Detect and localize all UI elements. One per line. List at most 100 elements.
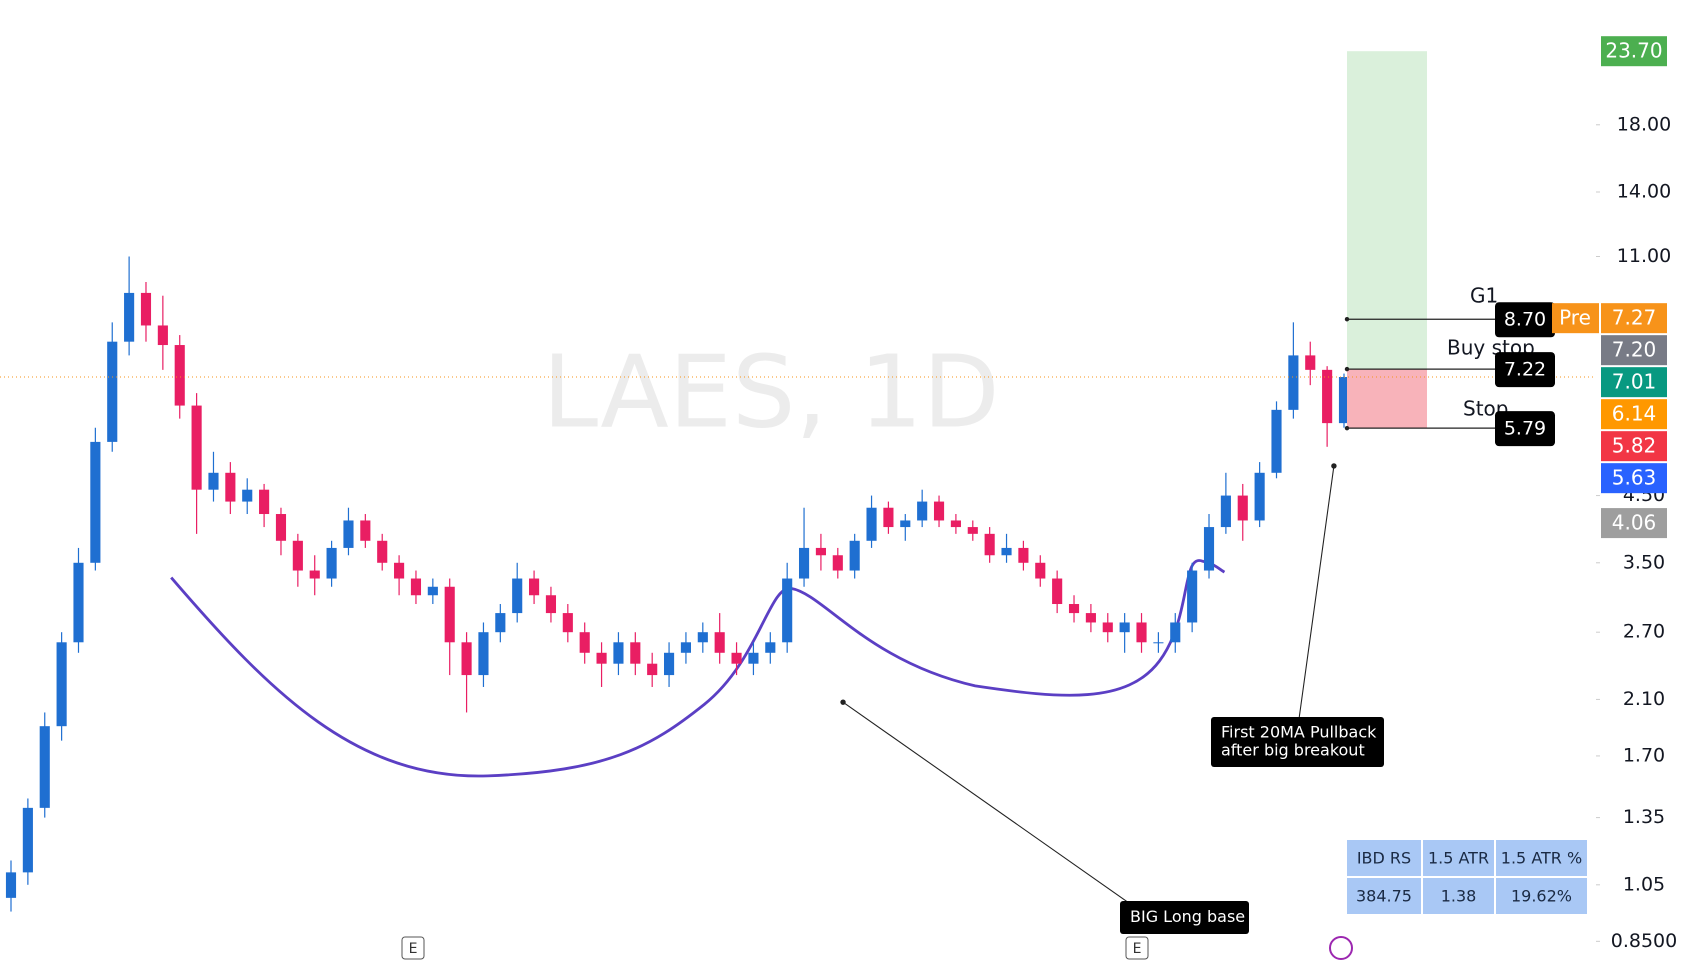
y-tick-label: 1.35 — [1623, 806, 1665, 828]
candle-body — [1119, 622, 1130, 633]
candle-body — [107, 341, 118, 442]
price-badge-label: 23.70 — [1605, 39, 1662, 63]
y-tick-label: 1.05 — [1623, 873, 1665, 895]
level-dot — [1344, 366, 1350, 372]
candle-body — [22, 807, 33, 873]
candle-body — [1203, 527, 1215, 571]
pre-badge — [1552, 303, 1599, 334]
candle-body — [259, 489, 270, 515]
y-tick-label: 2.70 — [1623, 621, 1665, 643]
y-tick-label: 18.00 — [1617, 113, 1671, 135]
candle-body — [545, 595, 557, 614]
candle-body — [849, 540, 860, 571]
candle-body — [1271, 409, 1282, 473]
annotation-text: after big breakout — [1221, 741, 1365, 760]
candle-body — [900, 520, 911, 528]
table-value: 1.38 — [1441, 887, 1477, 906]
candle-body — [124, 292, 135, 342]
candle-body — [360, 520, 371, 541]
candle-body — [140, 292, 152, 326]
candle-body — [242, 489, 253, 502]
candle-body — [1153, 642, 1164, 644]
candle-body — [478, 632, 489, 676]
alert-icon — [1329, 936, 1353, 960]
table-cell — [1423, 878, 1494, 914]
candle-body — [1068, 604, 1080, 614]
table-cell — [1496, 878, 1587, 914]
table-cell — [1347, 840, 1421, 876]
candle-body — [967, 527, 978, 534]
candle-body — [410, 578, 422, 596]
candle-body — [1254, 472, 1265, 521]
y-tick-label: 1.70 — [1623, 744, 1665, 766]
candle-body — [326, 547, 337, 579]
level-box — [1495, 302, 1555, 338]
candle-body — [1220, 495, 1231, 528]
candle-body — [950, 520, 961, 528]
price-badge — [1601, 367, 1667, 398]
candle-body — [815, 547, 826, 556]
candle-body — [680, 642, 691, 653]
candle-body — [1170, 622, 1181, 643]
candle-body — [883, 507, 894, 528]
price-badge-label: 7.20 — [1612, 338, 1657, 362]
candle-body — [596, 652, 607, 664]
level-box — [1495, 352, 1555, 388]
candle-body — [56, 642, 67, 727]
candle-body — [39, 726, 50, 808]
candle-body — [613, 642, 624, 664]
table-header: 1.5 ATR % — [1501, 849, 1582, 868]
target-zone — [1347, 51, 1427, 370]
annotation-leaders — [840, 463, 1337, 902]
candle-body — [292, 540, 303, 571]
candle-body — [782, 578, 793, 643]
candle-body — [1338, 377, 1350, 424]
level-value: 5.79 — [1504, 418, 1546, 440]
candle-body — [73, 562, 84, 643]
candle-body — [275, 514, 287, 541]
candle-body — [630, 642, 641, 664]
price-badge-label: 7.01 — [1612, 370, 1657, 394]
candle-body — [5, 872, 17, 898]
candle-body — [225, 472, 236, 502]
price-badge — [1601, 508, 1667, 539]
earnings-label: E — [409, 941, 418, 957]
candle-body — [191, 405, 202, 490]
price-badge — [1601, 463, 1667, 494]
stop-zone — [1347, 369, 1427, 429]
candle-body — [1018, 547, 1029, 563]
level-value: 8.70 — [1504, 309, 1546, 331]
candle-body — [866, 507, 877, 541]
price-badge-label: 5.82 — [1612, 434, 1657, 458]
price-badge — [1601, 36, 1667, 67]
level-box — [1495, 411, 1555, 447]
table-header: 1.5 ATR — [1428, 849, 1489, 868]
candle-body — [461, 642, 472, 676]
annotation-text: BIG Long base — [1130, 907, 1245, 926]
candle-body — [427, 586, 438, 596]
candle-body — [157, 325, 168, 346]
candle-body — [832, 555, 843, 571]
candle-body — [647, 663, 658, 676]
table-header: IBD RS — [1357, 849, 1411, 868]
candle-body — [529, 578, 540, 596]
candle-body — [984, 533, 995, 556]
level-dot — [1344, 317, 1350, 322]
level-name: G1 — [1470, 284, 1498, 308]
candle-body — [394, 562, 405, 579]
earnings-label: E — [1133, 941, 1142, 957]
price-badge — [1601, 335, 1667, 366]
level-dot — [1344, 425, 1350, 431]
annotation-text: First 20MA Pullback — [1221, 723, 1377, 742]
level-value: 7.22 — [1504, 359, 1546, 381]
candle-body — [1085, 613, 1096, 623]
table-cell — [1496, 840, 1587, 876]
price-badge-label: 7.27 — [1612, 306, 1657, 330]
watermark: LAES, 1D — [542, 333, 999, 450]
candle-body — [579, 632, 590, 653]
price-badge — [1601, 431, 1667, 462]
candle-body — [1322, 369, 1333, 424]
candle-body — [1237, 495, 1248, 521]
